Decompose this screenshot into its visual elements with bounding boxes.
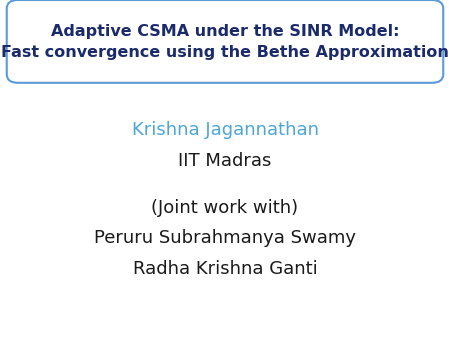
Text: (Joint work with): (Joint work with): [152, 199, 298, 217]
Text: Peruru Subrahmanya Swamy: Peruru Subrahmanya Swamy: [94, 229, 356, 247]
Text: Adaptive CSMA under the SINR Model:
Fast convergence using the Bethe Approximati: Adaptive CSMA under the SINR Model: Fast…: [1, 24, 449, 59]
Text: Krishna Jagannathan: Krishna Jagannathan: [131, 121, 319, 139]
FancyBboxPatch shape: [7, 0, 443, 83]
Text: Radha Krishna Ganti: Radha Krishna Ganti: [133, 260, 317, 278]
Text: IIT Madras: IIT Madras: [178, 151, 272, 170]
